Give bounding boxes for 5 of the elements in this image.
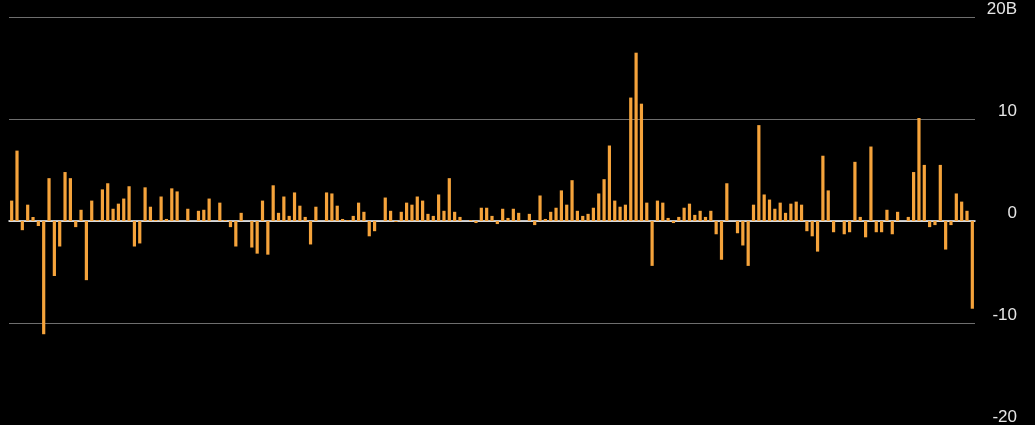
y-tick-label: 20B — [986, 0, 1017, 18]
y-tick-label: 10 — [998, 101, 1017, 120]
y-tick-label: 0 — [1007, 203, 1017, 222]
y-tick-label: -10 — [992, 305, 1017, 324]
y-tick-label: -20 — [992, 407, 1017, 425]
